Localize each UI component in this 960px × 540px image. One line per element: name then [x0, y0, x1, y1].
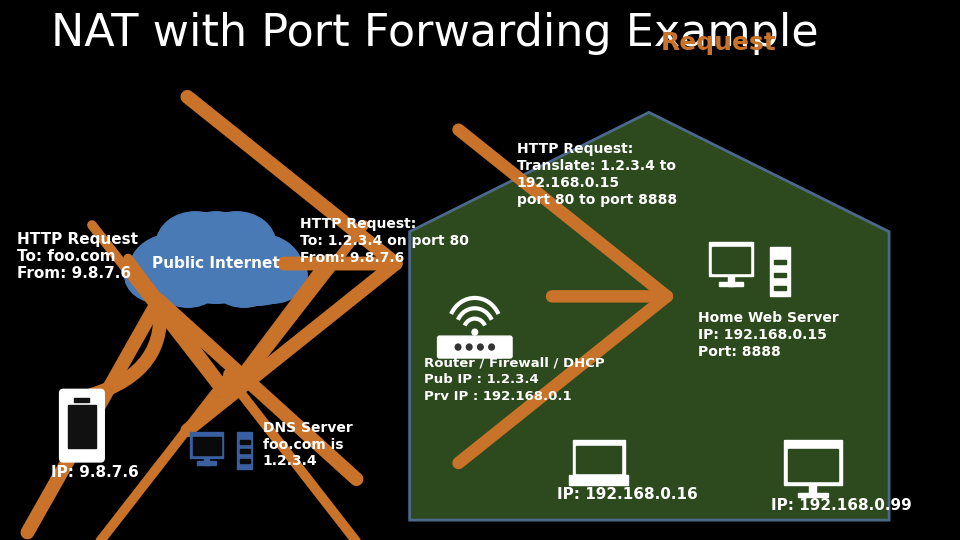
Ellipse shape	[155, 255, 222, 307]
Bar	[68, 405, 96, 448]
Ellipse shape	[160, 220, 272, 303]
Text: IP: 192.168.0.16: IP: 192.168.0.16	[557, 487, 698, 502]
Text: IP: 192.168.0.15: IP: 192.168.0.15	[698, 328, 828, 342]
Circle shape	[472, 329, 477, 335]
Circle shape	[489, 344, 494, 350]
Bar	[809, 485, 816, 495]
Bar	[787, 449, 838, 481]
Bar	[572, 440, 625, 477]
Bar	[190, 431, 224, 458]
FancyArrowPatch shape	[459, 130, 667, 463]
Bar	[237, 431, 252, 469]
Text: 1.2.3.4: 1.2.3.4	[262, 455, 317, 469]
Text: HTTP Request:: HTTP Request:	[516, 142, 633, 156]
Text: Translate: 1.2.3.4 to: Translate: 1.2.3.4 to	[516, 159, 676, 173]
FancyBboxPatch shape	[438, 336, 512, 358]
Text: port 80 to port 8888: port 80 to port 8888	[516, 193, 677, 207]
Bar	[774, 273, 786, 277]
FancyArrowPatch shape	[187, 97, 396, 430]
Bar	[774, 286, 786, 290]
Bar	[774, 260, 786, 264]
Ellipse shape	[210, 255, 277, 307]
Text: Public Internet: Public Internet	[152, 256, 280, 271]
Text: DNS Server: DNS Server	[262, 421, 352, 435]
Bar	[204, 458, 209, 465]
Text: foo.com is: foo.com is	[262, 437, 343, 451]
Circle shape	[477, 344, 483, 350]
FancyBboxPatch shape	[60, 389, 105, 462]
Circle shape	[455, 344, 461, 350]
Polygon shape	[410, 112, 889, 520]
Text: Pub IP : 1.2.3.4: Pub IP : 1.2.3.4	[423, 373, 539, 386]
Ellipse shape	[156, 212, 234, 275]
Ellipse shape	[236, 248, 307, 303]
Text: From: 9.8.7.6: From: 9.8.7.6	[300, 251, 404, 265]
Text: Router / Firewall / DHCP: Router / Firewall / DHCP	[423, 356, 604, 369]
Text: From: 9.8.7.6: From: 9.8.7.6	[16, 266, 131, 280]
Text: Port: 8888: Port: 8888	[698, 345, 781, 359]
Text: IP: 192.168.0.99: IP: 192.168.0.99	[771, 498, 912, 513]
Circle shape	[467, 344, 472, 350]
Bar	[784, 440, 842, 485]
Text: HTTP Request: HTTP Request	[16, 232, 137, 247]
Bar	[771, 247, 790, 296]
Bar	[709, 241, 753, 276]
Bar	[75, 399, 89, 402]
Text: Home Web Server: Home Web Server	[698, 311, 839, 325]
Ellipse shape	[180, 212, 252, 267]
Bar	[711, 247, 750, 273]
Bar	[193, 436, 221, 455]
Ellipse shape	[213, 234, 302, 305]
Ellipse shape	[198, 212, 276, 275]
Text: IP: 9.8.7.6: IP: 9.8.7.6	[51, 465, 139, 481]
FancyArrowPatch shape	[92, 225, 364, 540]
Bar	[569, 475, 629, 485]
Text: 192.168.0.15: 192.168.0.15	[516, 176, 620, 190]
Bar	[798, 493, 828, 497]
FancyArrowPatch shape	[28, 300, 356, 532]
Text: To: 1.2.3.4 on port 80: To: 1.2.3.4 on port 80	[300, 234, 468, 248]
Bar	[240, 440, 250, 443]
Ellipse shape	[130, 234, 219, 305]
Bar	[240, 449, 250, 454]
Bar	[576, 446, 621, 474]
Text: Prv IP : 192.168.0.1: Prv IP : 192.168.0.1	[423, 390, 571, 403]
Text: Request: Request	[661, 31, 777, 55]
Bar	[728, 276, 733, 286]
Text: NAT with Port Forwarding Example: NAT with Port Forwarding Example	[51, 12, 819, 55]
Bar	[719, 281, 743, 286]
Text: To: foo.com: To: foo.com	[16, 248, 115, 264]
Text: HTTP Request:: HTTP Request:	[300, 217, 416, 231]
Bar	[198, 462, 216, 465]
FancyArrowPatch shape	[128, 267, 328, 400]
Bar	[240, 460, 250, 463]
Ellipse shape	[125, 248, 196, 303]
FancyArrowPatch shape	[128, 259, 328, 392]
